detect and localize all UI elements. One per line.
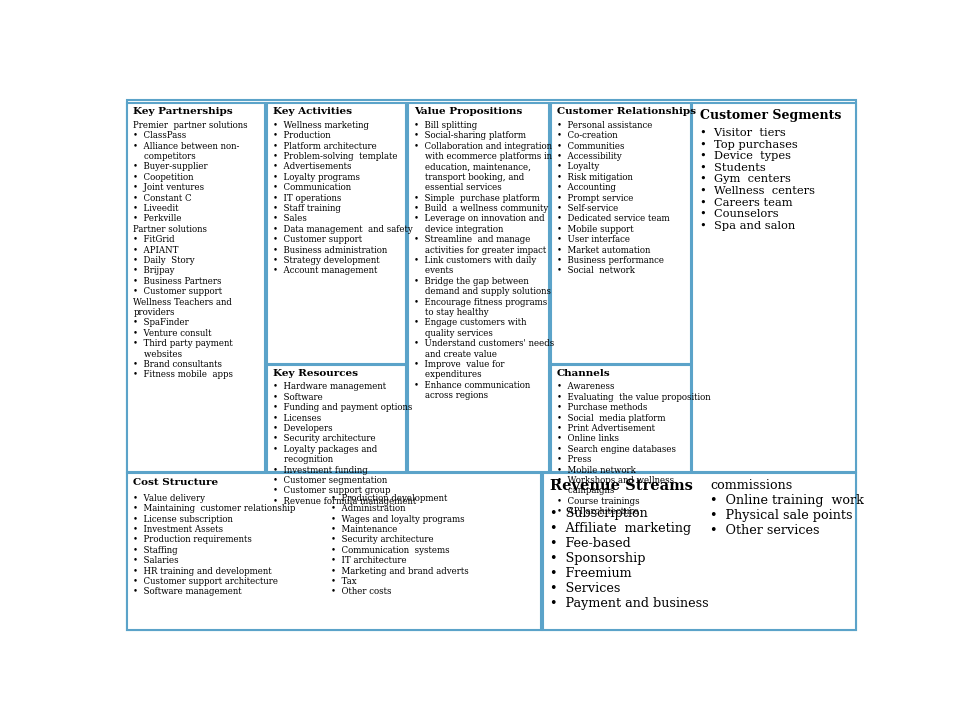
Text: Premier  partner solutions
•  ClassPass
•  Alliance between non-
    competitors: Premier partner solutions • ClassPass • … <box>133 121 248 379</box>
Text: •  Bill splitting
•  Social-sharing platform
•  Collaboration and integration
  : • Bill splitting • Social-sharing platfo… <box>414 121 554 400</box>
Text: Key Resources: Key Resources <box>273 369 357 378</box>
Text: Key Partnerships: Key Partnerships <box>133 107 233 117</box>
Text: Value Propositions: Value Propositions <box>414 107 522 117</box>
Text: Key Activities: Key Activities <box>273 107 351 117</box>
Text: •  Value delivery
•  Maintaining  customer relationship
•  License subscription
: • Value delivery • Maintaining customer … <box>133 494 296 596</box>
FancyBboxPatch shape <box>551 103 690 364</box>
FancyBboxPatch shape <box>128 473 541 630</box>
Text: •  Wellness marketing
•  Production
•  Platform architecture
•  Problem-solving : • Wellness marketing • Production • Plat… <box>273 121 412 275</box>
FancyBboxPatch shape <box>267 365 406 472</box>
Text: •  Subscription
•  Affiliate  marketing
•  Fee-based
•  Sponsorship
•  Freemium
: • Subscription • Affiliate marketing • F… <box>550 507 708 610</box>
FancyBboxPatch shape <box>408 103 549 472</box>
Text: commissions
•  Online training  workshop
•  Physical sale points
•  Other servic: commissions • Online training workshop •… <box>710 480 895 537</box>
Text: •  Hardware management
•  Software
•  Funding and payment options
•  Licenses
• : • Hardware management • Software • Fundi… <box>273 382 416 506</box>
FancyBboxPatch shape <box>267 103 406 364</box>
Text: Customer Relationships: Customer Relationships <box>557 107 696 117</box>
FancyBboxPatch shape <box>128 103 265 472</box>
Text: Customer Segments: Customer Segments <box>700 109 841 122</box>
Text: •  Production development
•  Administration
•  Wages and loyalty programs
•  Mai: • Production development • Administratio… <box>330 494 468 596</box>
Text: •  Awareness
•  Evaluating  the value proposition
•  Purchase methods
•  Social : • Awareness • Evaluating the value propo… <box>557 382 710 516</box>
FancyBboxPatch shape <box>551 365 690 472</box>
FancyBboxPatch shape <box>128 100 855 630</box>
Text: •  Personal assistance
•  Co-creation
•  Communities
•  Accessibility
•  Loyalty: • Personal assistance • Co-creation • Co… <box>557 121 669 275</box>
Text: Revenue Streams: Revenue Streams <box>550 480 693 493</box>
FancyBboxPatch shape <box>542 473 855 630</box>
FancyBboxPatch shape <box>692 103 855 472</box>
Text: Channels: Channels <box>557 369 611 378</box>
Text: •  Visitor  tiers
•  Top purchases
•  Device  types
•  Students
•  Gym  centers
: • Visitor tiers • Top purchases • Device… <box>700 128 815 231</box>
Text: Cost Structure: Cost Structure <box>133 478 219 487</box>
